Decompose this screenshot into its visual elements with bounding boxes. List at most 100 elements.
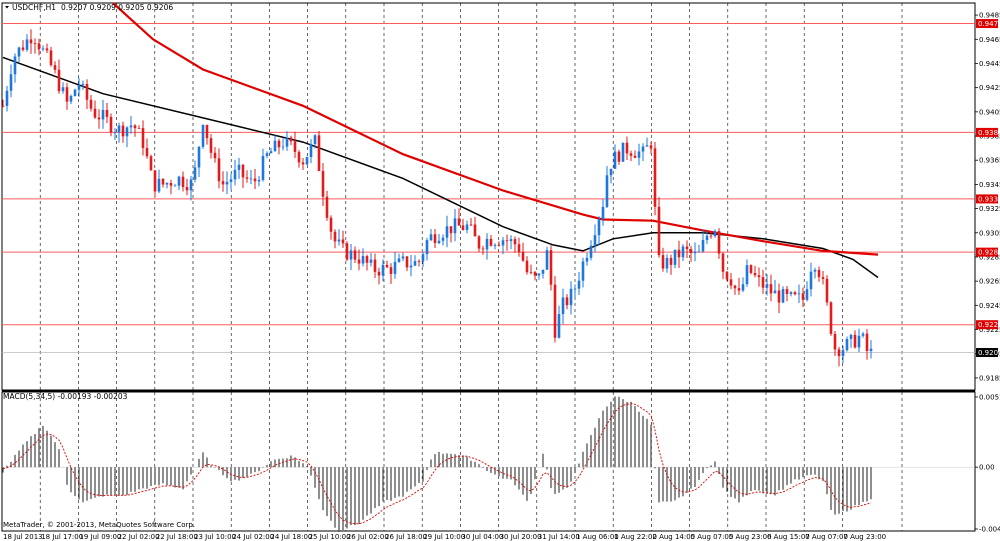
moving-average-line bbox=[2, 56, 879, 279]
candle-body bbox=[273, 140, 277, 152]
candle-body bbox=[553, 284, 557, 338]
moving-average-line bbox=[112, 2, 879, 256]
candle-body bbox=[533, 272, 537, 276]
candle-body bbox=[789, 292, 793, 295]
x-tick-label: 1 Aug 06:00 bbox=[576, 533, 619, 541]
candle-body bbox=[821, 277, 825, 279]
macd-y-tick-label: -0.00446 bbox=[979, 526, 1000, 534]
candle-body bbox=[81, 83, 85, 86]
y-tick-label: 0.9445 bbox=[979, 60, 1000, 68]
candle-body bbox=[145, 147, 149, 157]
y-tick-label: 0.9285 bbox=[979, 253, 1000, 261]
candle-body bbox=[441, 237, 445, 241]
candle-body bbox=[653, 148, 657, 207]
candle-body bbox=[309, 144, 313, 158]
candle-body bbox=[665, 257, 669, 269]
candle-body bbox=[557, 314, 561, 338]
candle-body bbox=[397, 258, 401, 262]
candle-body bbox=[633, 155, 637, 158]
candle-body bbox=[473, 224, 477, 237]
candle-body bbox=[333, 231, 337, 242]
x-tick-label: 24 Jul 18:00 bbox=[270, 533, 312, 541]
candle-body bbox=[337, 239, 341, 242]
grid-layer bbox=[1, 2, 976, 532]
candle-body bbox=[765, 284, 769, 288]
x-tick-label: 26 Jul 18:00 bbox=[385, 533, 427, 541]
candle-body bbox=[285, 137, 289, 147]
candle-body bbox=[689, 249, 693, 254]
candle-body bbox=[545, 250, 549, 270]
candle-body bbox=[153, 170, 157, 192]
macd-pane-frame bbox=[1, 391, 976, 532]
x-tick-label: 31 Jul 14:00 bbox=[538, 533, 580, 541]
candle-body bbox=[213, 152, 217, 159]
candles-layer bbox=[1, 29, 873, 367]
y-tick-label: 0.9405 bbox=[979, 108, 1000, 116]
candle-body bbox=[269, 151, 273, 154]
candle-body bbox=[49, 50, 53, 66]
candle-body bbox=[193, 167, 197, 180]
candle-body bbox=[373, 259, 377, 272]
candle-body bbox=[613, 151, 617, 169]
macd-signal-line bbox=[2, 403, 872, 525]
candle-body bbox=[181, 176, 185, 187]
candle-body bbox=[697, 251, 701, 253]
candle-body bbox=[549, 250, 553, 285]
candle-body bbox=[209, 138, 213, 153]
candle-body bbox=[169, 182, 173, 186]
candle-body bbox=[569, 288, 573, 306]
candle-body bbox=[353, 250, 357, 260]
candle-body bbox=[117, 125, 121, 133]
candle-body bbox=[377, 271, 381, 276]
candle-body bbox=[597, 218, 601, 236]
candle-body bbox=[861, 333, 865, 336]
x-tick-label: 22 Jul 02:00 bbox=[118, 533, 160, 541]
candle-body bbox=[705, 235, 709, 241]
y-tick-label: 0.9365 bbox=[979, 157, 1000, 165]
candle-body bbox=[637, 151, 641, 158]
candle-body bbox=[497, 244, 501, 246]
candle-body bbox=[629, 153, 633, 156]
candle-body bbox=[221, 181, 225, 185]
symbol-header: USDCHF,H1 0.9207 0.9209 0.9205 0.9206 bbox=[5, 3, 173, 12]
candle-body bbox=[865, 333, 869, 351]
candle-body bbox=[313, 135, 317, 145]
dropdown-triangle-icon[interactable] bbox=[5, 6, 9, 9]
candle-body bbox=[669, 257, 673, 265]
candle-body bbox=[133, 125, 137, 129]
candle-body bbox=[721, 253, 725, 272]
candle-body bbox=[345, 243, 349, 260]
candle-body bbox=[773, 290, 777, 294]
candle-body bbox=[149, 156, 153, 171]
candle-body bbox=[797, 293, 801, 295]
candle-body bbox=[281, 146, 285, 148]
candle-body bbox=[457, 218, 461, 226]
x-tick-label: 7 Aug 23:00 bbox=[843, 533, 886, 541]
candle-body bbox=[57, 69, 61, 92]
candle-body bbox=[413, 261, 417, 266]
candle-body bbox=[253, 178, 257, 182]
candle-body bbox=[201, 124, 205, 147]
candle-body bbox=[297, 151, 301, 163]
candle-body bbox=[677, 249, 681, 258]
candle-body bbox=[417, 261, 421, 262]
level-tag bbox=[976, 127, 998, 137]
candle-body bbox=[605, 175, 609, 207]
x-tick-label: 19 Jul 09:00 bbox=[79, 533, 121, 541]
levels-layer bbox=[2, 23, 975, 353]
ma-layer bbox=[2, 2, 879, 279]
candle-body bbox=[593, 235, 597, 246]
candle-body bbox=[617, 151, 621, 162]
candle-body bbox=[741, 284, 745, 291]
candle-body bbox=[509, 239, 513, 242]
candle-body bbox=[601, 206, 605, 219]
y-tick-label: 0.9245 bbox=[979, 302, 1000, 310]
candle-body bbox=[661, 255, 665, 269]
candle-body bbox=[729, 279, 733, 286]
x-tick-label: 25 Jul 10:00 bbox=[309, 533, 351, 541]
candle-body bbox=[673, 249, 677, 265]
candle-body bbox=[173, 185, 177, 187]
candle-body bbox=[869, 348, 873, 351]
candle-body bbox=[257, 179, 261, 182]
